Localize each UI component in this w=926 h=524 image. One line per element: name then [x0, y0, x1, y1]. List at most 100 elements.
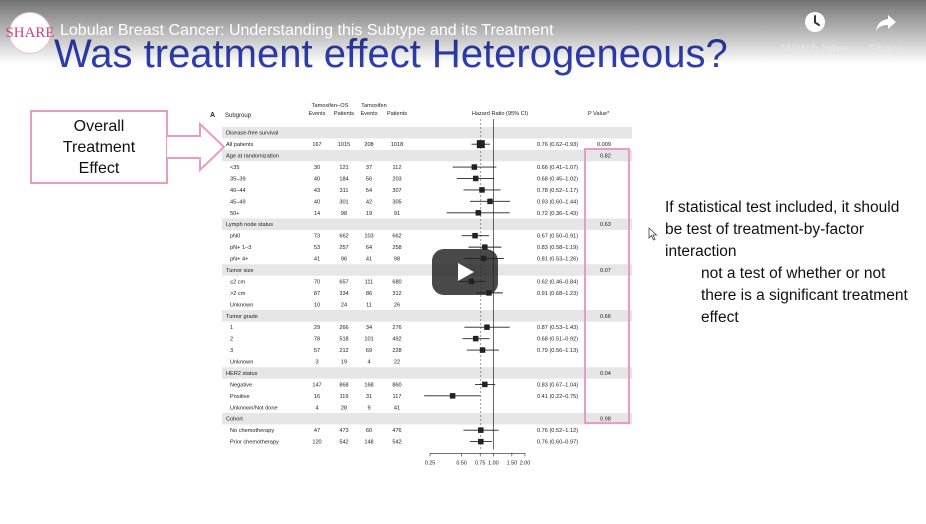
hr-ci-text: 0.41 (0.22–0.75)	[537, 394, 578, 400]
subgroup-header-label: HER2 status	[226, 371, 258, 377]
hr-ci-text: 0.78 (0.52–1.17)	[537, 188, 578, 194]
events-cell: 73	[314, 234, 320, 240]
point-estimate-marker	[479, 187, 485, 193]
point-estimate-marker	[471, 164, 478, 170]
patients-cell: 657	[339, 279, 348, 285]
subgroup-label: Unknown	[230, 360, 253, 366]
subgroup-label: No chemotherapy	[230, 428, 274, 434]
share-button[interactable]: Share	[846, 10, 926, 56]
share-label: Share	[868, 41, 904, 56]
note-line: there is a significant treatment	[701, 287, 908, 304]
events-header: Events	[360, 111, 377, 117]
events-cell: 4	[367, 360, 370, 366]
subgroup-label: Unknown	[230, 302, 253, 308]
point-estimate-marker	[484, 324, 490, 330]
x-tick-label: 0.50	[456, 460, 467, 466]
point-estimate-marker	[472, 232, 478, 239]
patients-cell: 28	[341, 405, 347, 411]
patients-cell: 41	[394, 405, 400, 411]
callout-box: Overall Treatment Effect	[30, 110, 168, 184]
events-cell: 3	[315, 360, 318, 366]
events-cell: 64	[366, 245, 372, 251]
subgroup-header-band	[222, 218, 632, 230]
video-title-link[interactable]: Lobular Breast Cancer: Understanding thi…	[60, 22, 554, 39]
callout-line: Overall	[73, 117, 125, 135]
group2-header: Tamoxifen	[361, 103, 387, 109]
x-tick-label: 0.25	[425, 460, 436, 466]
events-cell: 14	[314, 211, 320, 217]
forest-plot: A Subgroup Tamoxifen–OS Tamoxifen Events Pati…	[210, 103, 632, 466]
p-value: 0.07	[600, 268, 611, 274]
subgroup-label: 3	[230, 348, 233, 354]
play-icon	[458, 263, 474, 281]
note-line: If statistical test included, it should	[665, 199, 900, 216]
patients-cell: 276	[392, 325, 401, 331]
patients-cell: 492	[392, 337, 401, 343]
point-estimate-marker	[475, 210, 482, 216]
x-tick-label: 1.00	[488, 460, 499, 466]
patients-cell: 312	[392, 291, 401, 297]
group1-header: Tamoxifen–OS	[312, 103, 349, 109]
subgroup-header-label: Lymph node status	[226, 222, 273, 228]
patients-cell: 868	[339, 382, 348, 388]
channel-avatar[interactable]: SHARE	[5, 12, 55, 54]
hr-ci-text: 0.79 (0.56–1.13)	[537, 348, 578, 354]
subgroup-header-band	[222, 367, 632, 379]
patients-cell: 311	[340, 188, 349, 194]
events-cell: 103	[364, 234, 373, 240]
events-cell: 42	[366, 199, 372, 205]
point-estimate-marker	[472, 335, 479, 342]
events-cell: 41	[366, 257, 372, 263]
events-cell: 41	[314, 257, 320, 263]
patients-cell: 334	[339, 291, 348, 297]
patients-cell: 1015	[338, 142, 350, 148]
watch-later-label: Watch later	[782, 41, 848, 56]
patients-cell: 680	[392, 279, 401, 285]
p-value-highlight-box	[584, 148, 630, 424]
patients-cell: 203	[392, 176, 401, 182]
subgroup-label: 50+	[230, 211, 240, 217]
patients-cell: 24	[341, 302, 347, 308]
events-cell: 30	[314, 165, 320, 171]
point-estimate-marker	[482, 244, 488, 250]
events-cell: 208	[364, 142, 373, 148]
events-cell: 60	[366, 428, 372, 434]
hr-header: Hazard Ratio (95% CI)	[472, 111, 528, 117]
patients-cell: 662	[392, 234, 401, 240]
subgroup-label: pN0	[230, 234, 240, 240]
patients-cell: 26	[394, 302, 400, 308]
subgroup-label: Prior chemotherapy	[230, 440, 279, 446]
watch-later-button[interactable]: Watch later	[775, 10, 855, 56]
point-estimate-marker	[472, 175, 479, 182]
subgroup-label: 2	[230, 337, 233, 343]
hr-ci-text: 0.72 (0.36–1.43)	[537, 211, 578, 217]
patients-cell: 119	[340, 394, 349, 400]
events-cell: 168	[364, 382, 373, 388]
subgroup-label: Negative	[230, 382, 252, 388]
patients-header: Patients	[334, 111, 354, 117]
events-cell: 56	[366, 176, 372, 182]
hr-ci-text: 0.68 (0.45–1.02)	[537, 176, 578, 182]
subgroup-header-label: Tumor size	[226, 268, 253, 274]
events-cell: 40	[314, 199, 320, 205]
patients-cell: 476	[392, 428, 401, 434]
patients-cell: 228	[392, 348, 401, 354]
events-cell: 16	[314, 394, 320, 400]
events-cell: 10	[314, 302, 320, 308]
x-tick-label: 1.50	[507, 460, 518, 466]
patients-header: Patients	[387, 111, 407, 117]
events-cell: 120	[312, 440, 321, 446]
hr-ci-text: 0.83 (0.58–1.19)	[537, 245, 578, 251]
hr-ci-text: 0.67 (0.50–0.91)	[537, 234, 578, 240]
events-cell: 47	[314, 428, 320, 434]
events-cell: 147	[312, 382, 321, 388]
x-tick-label: 2.00	[520, 460, 531, 466]
patients-cell: 305	[392, 199, 401, 205]
events-cell: 53	[314, 245, 320, 251]
point-estimate-marker	[449, 393, 456, 399]
events-cell: 111	[365, 279, 374, 285]
hr-ci-text: 0.83 (0.67–1.04)	[537, 382, 578, 388]
events-cell: 54	[366, 188, 372, 194]
subgroup-label: 35–39	[230, 176, 246, 182]
play-button[interactable]	[432, 249, 498, 295]
